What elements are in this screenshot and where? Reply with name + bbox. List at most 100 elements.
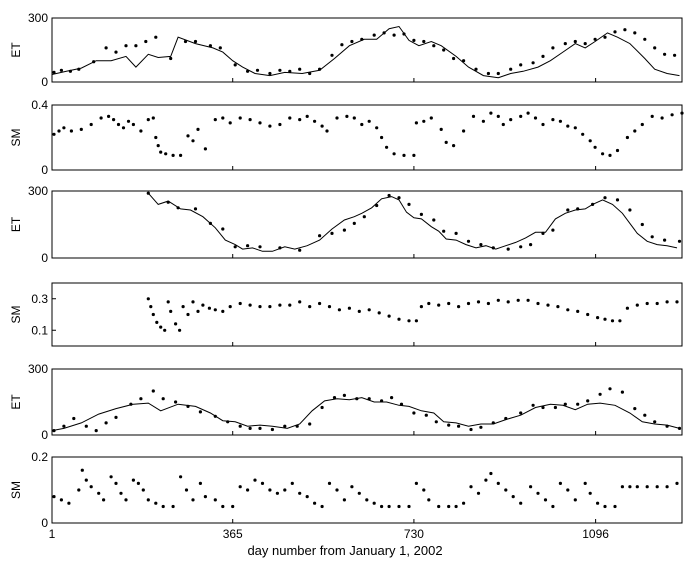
panel-2-series-0-point-28: [228, 121, 232, 125]
panel-1-series-1-point-10: [154, 35, 158, 39]
panel-6-series-0-point-49: [397, 504, 401, 509]
panel-2-series-0-point-46: [380, 135, 384, 140]
panel-1-series-1-point-4: [92, 60, 96, 64]
panel-5-series-1-point-2: [72, 416, 76, 421]
panel-3-series-1-point-27: [506, 247, 510, 251]
panel-1-series-1-point-28: [360, 37, 364, 41]
panel-2-series-0-point-59: [481, 119, 485, 123]
panel-2-series-0-point-39: [325, 129, 329, 133]
panel-5-series-1-point-31: [412, 411, 416, 415]
panel-2-series-0-point-76: [608, 153, 612, 157]
panel-6-series-0-point-73: [583, 481, 587, 485]
panel-1-series-1-point-30: [382, 31, 386, 35]
panel-2-series-0-point-51: [414, 121, 418, 125]
panel-6-series-0-point-17: [154, 501, 158, 505]
panel-1-series-1-point-22: [298, 67, 302, 71]
panel-6-series-0-point-61: [489, 471, 493, 476]
panel-5-series-1-point-51: [643, 413, 647, 417]
panel-6-series-0-point-62: [496, 481, 500, 485]
panel-2-series-0-point-81: [650, 114, 654, 118]
panel-2-frame: [51, 104, 683, 171]
panel-3-series-1-point-21: [432, 218, 436, 222]
panel-4-series-0-point-23: [278, 303, 282, 307]
panel-3-series-1-point-3: [193, 207, 198, 211]
panel-2-series-0-point-12: [131, 122, 135, 127]
panel-5-series-1-point-40: [519, 411, 523, 415]
panel-2-series-0-point-52: [422, 119, 426, 123]
panel-2-series-0-point-55: [444, 140, 448, 144]
panel-5-series-1-point-20: [283, 424, 287, 428]
panel-4-series-0-point-46: [496, 298, 500, 302]
panel-6-series-0-point-57: [462, 501, 466, 505]
panel-5-series-1-point-39: [504, 416, 508, 421]
panel-3-series-1-point-14: [352, 221, 356, 225]
panel-2-series-0-point-2: [62, 126, 66, 130]
panel-5-series-1-point-46: [586, 399, 590, 403]
panel-6-series-0-point-6: [89, 485, 93, 489]
panel-2-series-0-point-79: [633, 129, 637, 133]
panel-3-series-1-point-18: [397, 196, 401, 200]
panel-1-series-1-point-21: [288, 69, 292, 73]
panel-2-series-0-point-10: [121, 126, 126, 130]
panel-4-series-0-point-11: [186, 312, 190, 317]
panel-2-series-0-point-82: [660, 116, 664, 120]
panel-6-series-0-point-3: [77, 488, 81, 492]
panel-5-series-1-point-26: [355, 397, 359, 401]
panel-6-series-0-point-84: [675, 481, 679, 485]
panel-1-series-1-point-0: [52, 70, 56, 74]
panel-2-series-0-point-11: [126, 119, 131, 123]
panel-4-series-0-point-12: [191, 300, 195, 304]
panel-4-series-0-point-44: [476, 300, 481, 304]
panel-5-series-1-point-16: [238, 424, 242, 428]
panel-6-series-0-point-65: [519, 501, 523, 505]
panel-3-series-1-point-0: [146, 191, 150, 195]
panel-6-series-0-point-77: [613, 504, 617, 509]
panel-6-series-0-point-58: [469, 485, 473, 489]
panel-3-series-1-point-12: [330, 231, 334, 235]
panel-4-series-0-point-9: [178, 328, 182, 332]
panel-2-series-0-point-18: [159, 150, 163, 154]
panel-6-series-0-point-15: [141, 488, 145, 492]
panel-4-series-0-point-57: [603, 317, 607, 321]
panel-6-series-0-point-22: [191, 498, 195, 502]
panel-2-series-0-point-1: [57, 129, 61, 133]
panel-6-series-0-point-1: [59, 498, 64, 502]
panel-1-series-1-point-27: [350, 39, 354, 44]
panel-6-series-0-point-28: [238, 485, 242, 489]
panel-1-series-1-point-36: [442, 48, 446, 52]
panel-6-series-0-point-53: [427, 498, 431, 502]
panel-4-series-0-point-49: [526, 298, 530, 302]
panel-4-series-0-point-7: [169, 309, 173, 313]
panel-6-series-0-point-10: [114, 481, 118, 485]
panel-4-ytick-label-0: 0.1: [31, 323, 48, 337]
panel-6-series-0-point-81: [645, 485, 649, 489]
panel-1-series-1-point-46: [551, 46, 555, 50]
panel-3-ytick-label-1: 300: [28, 184, 48, 198]
panel-2-series-0-point-78: [625, 135, 630, 140]
panel-4-series-0-point-3: [155, 320, 159, 324]
panel-5-series-1-point-52: [653, 420, 657, 424]
panel-3-series-0-line: [147, 192, 678, 252]
x-tick-label-3: 1096: [582, 527, 609, 541]
panel-4-series-0-point-28: [327, 305, 332, 309]
panel-4-ylabel: SM: [9, 305, 23, 323]
panel-6-series-0-point-76: [603, 504, 607, 509]
panel-4-series-0-point-64: [665, 300, 669, 304]
panel-4-series-0-point-51: [546, 303, 550, 307]
panel-2-series-0-point-16: [154, 135, 158, 140]
panel-5-series-1-point-45: [576, 402, 580, 406]
panel-2-series-0-point-27: [221, 116, 225, 120]
panel-1-series-1-point-38: [462, 59, 466, 63]
panel-2-series-0-point-84: [680, 111, 684, 115]
panel-1-series-1-point-13: [193, 39, 198, 44]
x-tick-label-1: 365: [223, 527, 243, 541]
panel-2-series-0-point-26: [213, 118, 217, 122]
panel-3-series-1-point-15: [362, 215, 366, 219]
panel-1-series-1-point-8: [134, 44, 138, 48]
panel-2-series-0-point-3: [69, 129, 73, 133]
panel-2-series-0-point-33: [278, 122, 282, 127]
panel-4-series-0-point-4: [159, 325, 163, 329]
panel-3-series-1-point-40: [663, 238, 667, 242]
panel-4-series-0-point-0: [146, 297, 150, 301]
